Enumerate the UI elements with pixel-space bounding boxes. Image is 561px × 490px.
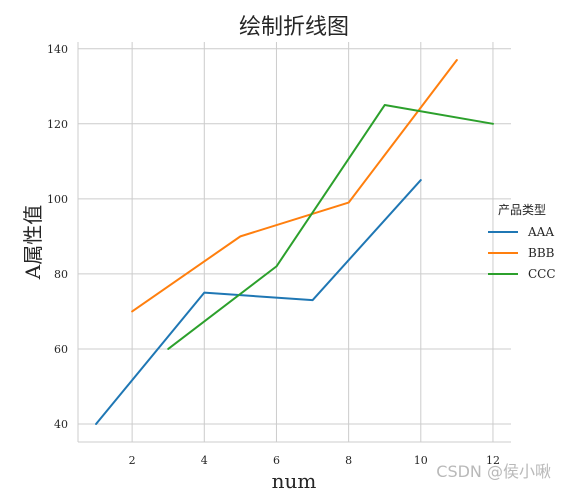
y-tick-label: 40: [54, 418, 68, 431]
legend-title: 产品类型: [498, 203, 546, 217]
y-tick-label: 80: [54, 268, 68, 281]
y-axis-label: A属性值: [21, 205, 45, 280]
axes: [77, 42, 511, 443]
chart-title: 绘制折线图: [239, 15, 349, 40]
series-lines: [95, 59, 494, 425]
x-tick-label: 6: [273, 454, 280, 467]
y-tick-label: 120: [47, 118, 68, 131]
x-tick-label: 2: [129, 454, 136, 467]
y-ticks: 40 60 80 100 120 140: [47, 43, 68, 431]
x-tick-label: 10: [414, 454, 428, 467]
y-tick-label: 60: [54, 343, 68, 356]
y-tick-label: 100: [47, 193, 68, 206]
legend-label-aaa: AAA: [527, 225, 554, 239]
x-ticks: 2 4 6 8 10 12: [129, 454, 500, 467]
x-axis-label: num: [272, 469, 317, 490]
series-line-aaa: [95, 179, 422, 425]
series-line-bbb: [131, 59, 458, 313]
watermark: CSDN @侯小啾: [436, 462, 551, 481]
grid: [78, 42, 511, 442]
y-tick-label: 140: [47, 43, 68, 56]
legend-label-ccc: CCC: [528, 267, 556, 281]
x-tick-label: 12: [486, 454, 500, 467]
x-tick-label: 8: [345, 454, 352, 467]
legend: 产品类型 AAA BBB CCC: [488, 203, 556, 281]
series-line-ccc: [167, 104, 494, 350]
legend-label-bbb: BBB: [528, 246, 555, 260]
x-tick-label: 4: [201, 454, 208, 467]
plot-area: [78, 42, 511, 442]
